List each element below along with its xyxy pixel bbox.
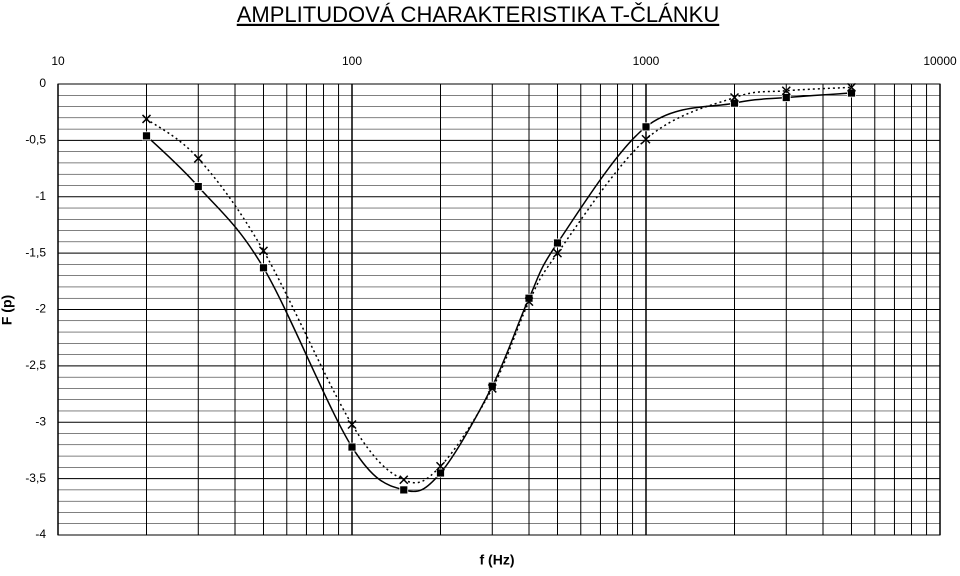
marker <box>552 248 563 258</box>
marker <box>487 383 497 393</box>
y-tick-label: -3 <box>35 414 46 428</box>
marker <box>193 182 203 192</box>
x-tick-label: 100 <box>342 54 362 68</box>
marker <box>730 98 739 108</box>
y-tick-label: -1 <box>35 189 46 203</box>
marker <box>435 461 446 471</box>
y-tick-label: -4 <box>35 527 46 541</box>
marker <box>259 263 268 273</box>
x-tick-label: 10 <box>51 54 65 68</box>
marker <box>641 122 651 132</box>
plot-border <box>57 83 941 536</box>
series-line <box>146 86 852 484</box>
marker <box>781 93 791 102</box>
x-axis-label: f (Hz) <box>480 552 515 568</box>
marker <box>846 82 857 92</box>
marker <box>524 297 534 307</box>
y-tick-label: -2 <box>35 302 46 316</box>
marker <box>729 92 740 103</box>
series-line <box>145 92 852 493</box>
marker <box>193 153 203 163</box>
marker <box>141 114 152 124</box>
marker <box>847 88 856 98</box>
chart-title: AMPLITUDOVÁ CHARAKTERISTIKA T-ČLÁNKU <box>237 2 719 27</box>
marker <box>487 381 497 391</box>
marker <box>399 485 409 495</box>
marker <box>553 238 562 248</box>
marker <box>641 134 651 144</box>
marker <box>347 442 357 452</box>
y-tick-label: -0,5 <box>25 133 46 147</box>
marker <box>399 475 409 485</box>
marker <box>258 246 269 256</box>
marker <box>347 419 357 430</box>
x-tick-label: 10000 <box>923 54 957 68</box>
y-tick-label: -2,5 <box>25 358 46 372</box>
y-tick-label: -1,5 <box>25 245 46 259</box>
marker <box>436 468 445 478</box>
marker <box>142 131 151 141</box>
y-tick-label: 0 <box>39 76 46 90</box>
y-axis-label: F (p) <box>0 295 15 325</box>
x-tick-label: 1000 <box>633 54 660 68</box>
y-tick-label: -3,5 <box>25 471 46 485</box>
marker <box>781 86 791 96</box>
